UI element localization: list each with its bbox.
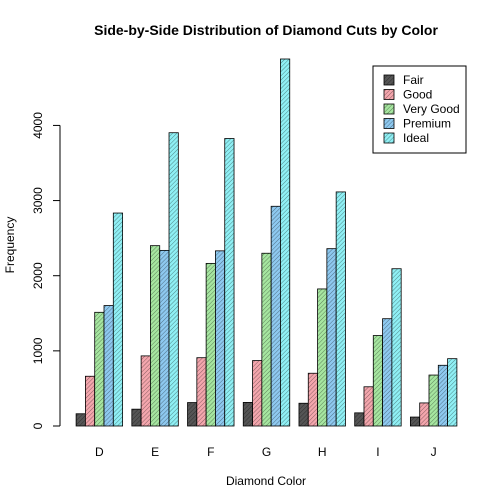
- bar-fair-i: [354, 412, 365, 427]
- bar-good-f: [196, 357, 207, 427]
- bar-ideal-e: [168, 132, 179, 427]
- legend-swatch: [383, 74, 395, 86]
- bar-fair-e: [131, 408, 142, 427]
- y-tick-label: 0: [31, 422, 45, 429]
- bar-premium-h: [326, 248, 337, 427]
- y-axis-label: Frequency: [3, 217, 17, 274]
- bar-good-e: [140, 355, 151, 427]
- bar-very-good-i: [372, 335, 383, 427]
- bar-good-g: [252, 360, 263, 427]
- y-tick-label: 3000: [31, 187, 45, 214]
- bar-good-d: [85, 375, 96, 427]
- bar-good-h: [307, 372, 318, 427]
- bar-premium-g: [270, 205, 281, 427]
- legend-label: Good: [403, 88, 432, 102]
- x-tick-label: I: [376, 445, 379, 459]
- bar-very-good-j: [428, 374, 439, 427]
- y-tick-label: 4000: [31, 112, 45, 139]
- chart-title: Side-by-Side Distribution of Diamond Cut…: [94, 22, 438, 38]
- bar-ideal-i: [391, 268, 402, 427]
- bar-premium-j: [437, 364, 448, 427]
- y-tick-label: 2000: [31, 262, 45, 289]
- legend-swatch: [383, 103, 395, 115]
- bar-very-good-g: [261, 252, 272, 427]
- x-tick-labels: D E F G H I J: [95, 445, 437, 459]
- bar-ideal-d: [112, 212, 124, 427]
- bar-very-good-f: [205, 262, 216, 427]
- x-axis-label: Diamond Color: [226, 474, 306, 488]
- x-tick-label: H: [318, 445, 327, 459]
- x-tick-label: D: [95, 445, 104, 459]
- legend-label: Fair: [403, 73, 424, 87]
- bar-good-j: [419, 402, 430, 427]
- bar-very-good-d: [94, 311, 105, 427]
- bar-premium-d: [103, 305, 114, 427]
- x-tick-label: F: [207, 445, 214, 459]
- bar-fair-g: [242, 402, 253, 427]
- legend-label: Very Good: [403, 102, 460, 116]
- x-tick-label: J: [431, 445, 437, 459]
- x-tick-label: G: [262, 445, 271, 459]
- bar-ideal-g: [280, 58, 291, 427]
- y-tick-label: 1000: [31, 337, 45, 364]
- bar-good-i: [363, 386, 374, 427]
- bar-fair-d: [75, 413, 86, 427]
- legend-swatch: [383, 132, 395, 144]
- legend-swatch: [383, 118, 395, 129]
- bar-fair-j: [409, 416, 421, 427]
- bar-ideal-h: [335, 191, 346, 427]
- bar-premium-e: [159, 249, 170, 427]
- y-axis: 0 1000 2000 3000 4000: [31, 112, 61, 429]
- bar-premium-i: [382, 318, 393, 427]
- legend-label: Ideal: [403, 131, 429, 145]
- bar-premium-f: [215, 250, 226, 427]
- bars-group: [75, 58, 458, 427]
- legend-swatch: [383, 89, 395, 100]
- bar-fair-h: [298, 402, 309, 427]
- legend-label: Premium: [403, 117, 451, 131]
- x-tick-label: E: [151, 445, 159, 459]
- bar-very-good-e: [150, 245, 161, 427]
- bar-ideal-f: [224, 138, 235, 427]
- bar-very-good-h: [317, 288, 328, 427]
- bar-fair-f: [187, 402, 198, 427]
- bar-ideal-j: [447, 358, 458, 427]
